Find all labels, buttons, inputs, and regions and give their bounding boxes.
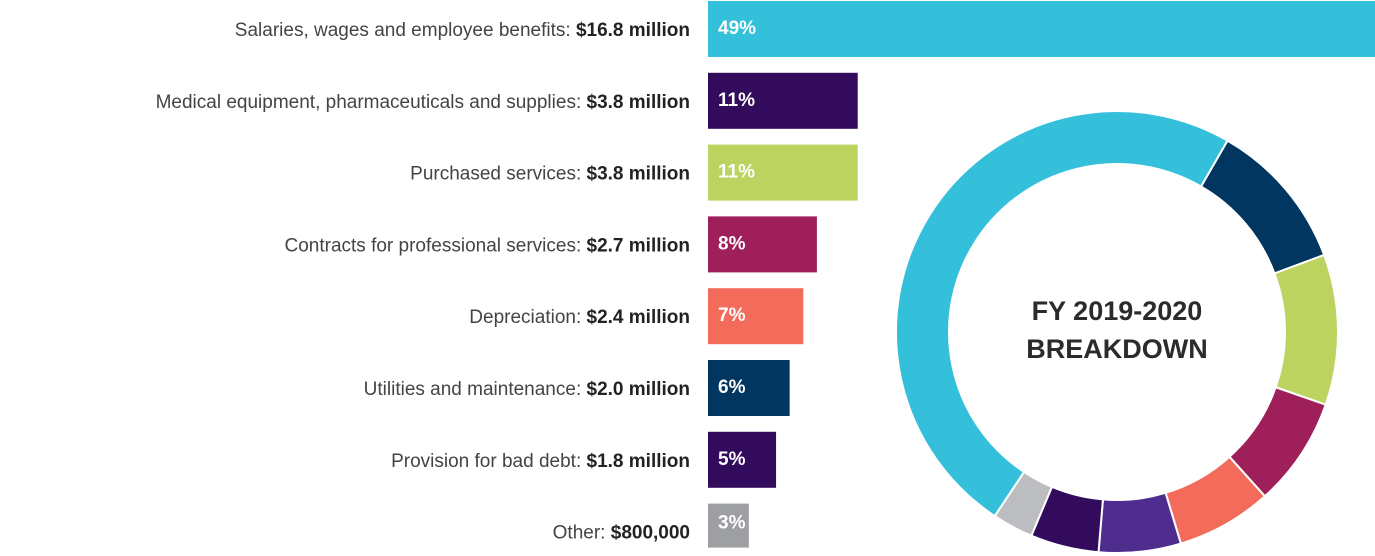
bar-label: Medical equipment, pharmaceuticals and s…: [156, 92, 690, 113]
category-label: Contracts for professional services:: [285, 235, 582, 256]
bar-label: Utilities and maintenance: $2.0 million: [364, 379, 690, 400]
donut-title: FY 2019-2020: [1032, 296, 1203, 326]
bar: [708, 72, 858, 129]
category-label: Other:: [553, 523, 606, 544]
bar-label: Depreciation: $2.4 million: [469, 307, 690, 328]
bar: [708, 1, 1375, 57]
donut-segment: [1273, 253, 1339, 406]
value-label: 3%: [718, 513, 746, 534]
value-label: 11%: [718, 162, 755, 183]
category-label: Depreciation:: [469, 307, 581, 328]
value-label: 8%: [718, 233, 746, 254]
bar: [708, 144, 858, 201]
value-label: 49%: [718, 18, 756, 39]
bar-label: Purchased services: $3.8 million: [410, 164, 690, 185]
bar-label: Contracts for professional services: $2.…: [285, 235, 691, 256]
amount-label: $2.0 million: [587, 379, 690, 400]
amount-label: $3.8 million: [587, 92, 690, 113]
category-label: Utilities and maintenance:: [364, 379, 582, 400]
donut-title: BREAKDOWN: [1026, 334, 1208, 364]
bar: [708, 216, 817, 273]
category-label: Purchased services:: [410, 164, 581, 185]
bar-label: Provision for bad debt: $1.8 million: [391, 451, 690, 472]
bar-label: Salaries, wages and employee benefits: $…: [235, 20, 690, 41]
amount-label: $800,000: [611, 523, 690, 544]
bar: [708, 288, 804, 345]
amount-label: $16.8 million: [576, 20, 690, 41]
value-label: 11%: [718, 90, 755, 111]
category-label: Medical equipment, pharmaceuticals and s…: [156, 92, 582, 113]
value-label: 6%: [718, 377, 746, 398]
donut-segment: [1097, 491, 1183, 554]
amount-label: $3.8 million: [587, 164, 690, 185]
donut-segment: [1199, 139, 1326, 275]
amount-label: $1.8 million: [587, 451, 690, 472]
value-label: 5%: [718, 449, 746, 470]
category-label: Provision for bad debt:: [391, 451, 581, 472]
bar: [708, 503, 749, 548]
value-label: 7%: [718, 305, 746, 326]
category-label: Salaries, wages and employee benefits:: [235, 20, 571, 41]
bar: [708, 431, 777, 488]
bar-label: Other: $800,000: [553, 523, 690, 544]
bar: [708, 360, 790, 416]
amount-label: $2.7 million: [587, 235, 690, 256]
donut-segment: [895, 110, 1229, 518]
amount-label: $2.4 million: [587, 307, 690, 328]
